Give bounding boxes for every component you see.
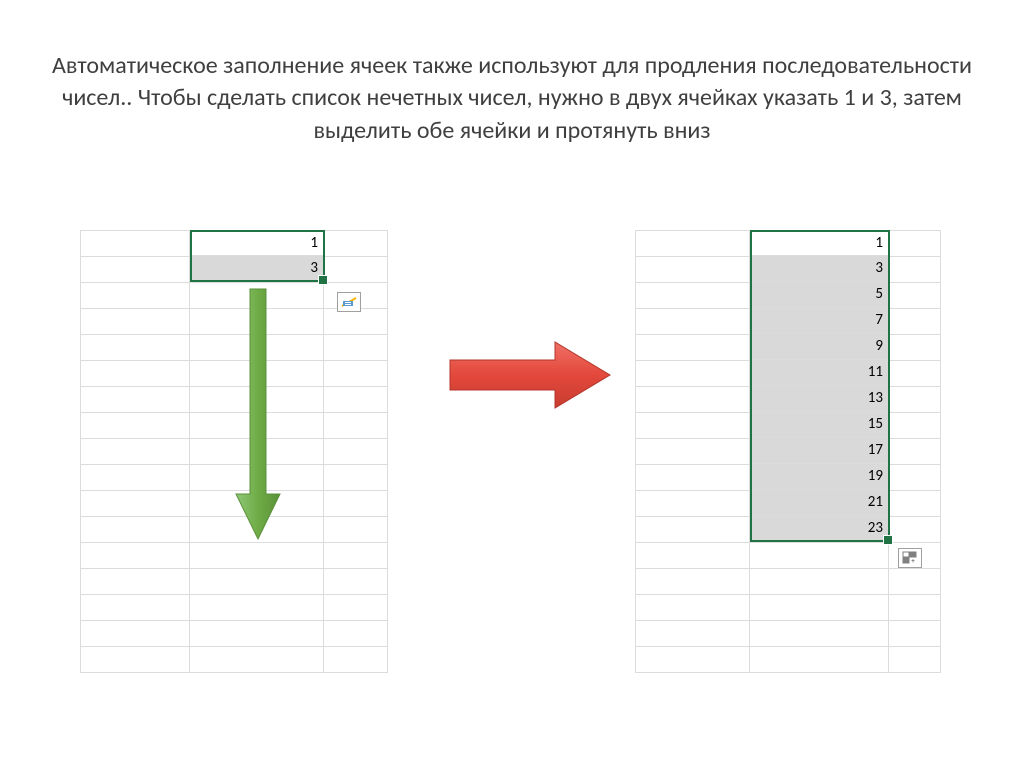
svg-text:+: + bbox=[911, 556, 915, 565]
drag-down-arrow bbox=[228, 284, 288, 544]
cell-value[interactable]: 17 bbox=[750, 438, 890, 464]
cell-value[interactable]: 9 bbox=[750, 334, 890, 360]
cell-value[interactable]: 3 bbox=[750, 256, 890, 282]
cell-value[interactable]: 7 bbox=[750, 308, 890, 334]
cell-value[interactable]: 11 bbox=[750, 360, 890, 386]
cell-value[interactable]: 1 bbox=[750, 230, 890, 256]
cell-value[interactable]: 1 bbox=[190, 230, 325, 256]
right-selection-block: 1357911131517192123 bbox=[750, 230, 890, 542]
smart-tag-icon[interactable] bbox=[337, 292, 361, 312]
cell-value[interactable]: 23 bbox=[750, 516, 890, 542]
cell-value[interactable]: 21 bbox=[750, 490, 890, 516]
cell-value[interactable]: 15 bbox=[750, 412, 890, 438]
cell-value[interactable]: 19 bbox=[750, 464, 890, 490]
cell-value[interactable]: 5 bbox=[750, 282, 890, 308]
left-selection-block: 13 bbox=[190, 230, 325, 282]
autofill-options-icon[interactable]: + bbox=[898, 548, 922, 568]
cell-value[interactable]: 3 bbox=[190, 256, 325, 282]
cell-value[interactable]: 13 bbox=[750, 386, 890, 412]
slide-title: Автоматическое заполнение ячеек также ис… bbox=[40, 50, 984, 147]
diagram-area: 13 bbox=[80, 210, 944, 727]
result-arrow bbox=[445, 330, 615, 420]
